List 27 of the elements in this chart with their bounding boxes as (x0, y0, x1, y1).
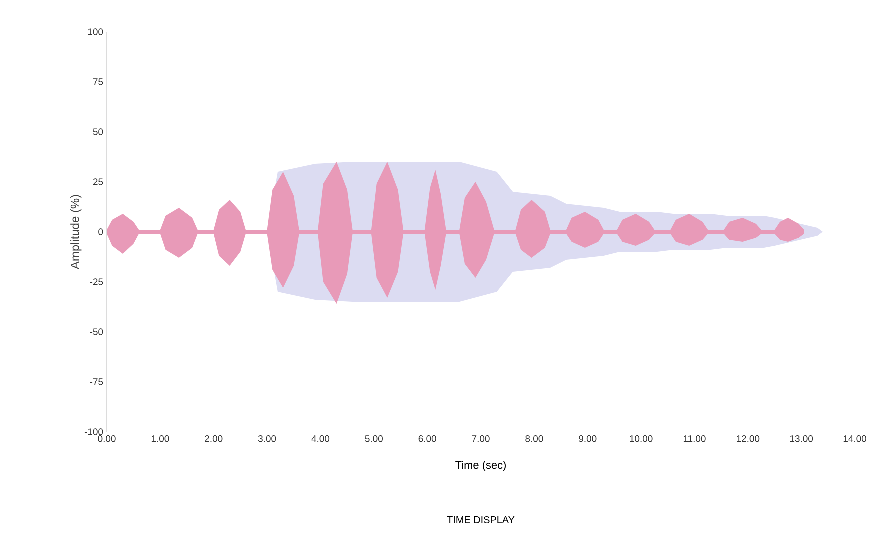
y-tick-label: -75 (90, 378, 104, 386)
x-tick-label: 9.00 (579, 436, 597, 442)
y-tick-label: 25 (93, 178, 104, 186)
x-tick-label: 6.00 (418, 436, 436, 442)
x-tick-label: 14.00 (844, 436, 866, 442)
y-axis-title: Amplitude (%) (70, 195, 82, 270)
x-tick-label: 3.00 (258, 436, 276, 442)
x-tick-label: 11.00 (684, 436, 706, 442)
y-tick-label: 75 (93, 78, 104, 86)
y-tick-label: -50 (90, 328, 104, 336)
y-tick-label: 0 (98, 228, 104, 236)
x-tick-label: 8.00 (526, 436, 544, 442)
x-tick-label: 7.00 (472, 436, 490, 442)
x-tick-label: 12.00 (737, 436, 760, 442)
y-tick-label: -25 (90, 278, 104, 286)
y-tick-label: 50 (93, 128, 104, 136)
x-tick-label: 2.00 (205, 436, 223, 442)
x-tick-label: 0.00 (98, 436, 116, 442)
x-tick-label: 10.00 (630, 436, 653, 442)
x-tick-label: 5.00 (365, 436, 383, 442)
x-tick-label: 1.00 (152, 436, 170, 442)
text: TIME DISPLAY (447, 516, 515, 524)
x-tick-label: 4.00 (312, 436, 330, 442)
x-axis-title: Time (sec) (456, 461, 506, 472)
y-tick-label: -100 (84, 428, 104, 436)
x-tick-label: 13.00 (790, 436, 814, 442)
y-tick-label: 100 (88, 28, 104, 36)
